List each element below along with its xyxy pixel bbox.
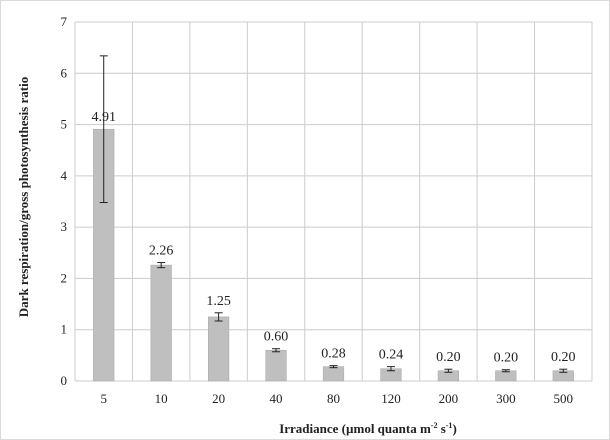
y-tick-label: 1 (61, 322, 68, 337)
x-tick-labels: 5 10 20 40 80 120 200 300 500 (100, 391, 573, 406)
x-axis-title: Irradiance (µmol quanta m-2 s-1) (279, 421, 457, 436)
y-tick-label: 6 (61, 65, 68, 80)
data-label: 2.26 (149, 244, 174, 259)
data-label: 0.28 (321, 347, 346, 362)
y-tick-label: 4 (61, 168, 68, 183)
data-label: 0.60 (264, 330, 289, 345)
bar (150, 264, 172, 382)
x-tick-label: 300 (496, 391, 516, 406)
bars (93, 128, 574, 382)
error-bars (99, 55, 568, 373)
data-label: 0.20 (551, 350, 576, 365)
bar (265, 349, 287, 382)
y-tick-label: 5 (61, 117, 68, 132)
data-label: 4.91 (91, 110, 116, 125)
x-tick-label: 10 (155, 391, 168, 406)
bar (208, 316, 230, 382)
x-tick-label: 120 (381, 391, 401, 406)
y-tick-labels: 0 1 2 3 4 5 6 7 (61, 14, 68, 388)
data-label: 0.20 (436, 350, 461, 365)
x-tick-label: 200 (439, 391, 459, 406)
y-tick-label: 0 (61, 373, 68, 388)
y-axis-title: Dark respiration/gross photosynthesis ra… (16, 77, 31, 317)
bar (322, 366, 345, 382)
data-label: 1.25 (206, 294, 231, 309)
x-tick-label: 40 (270, 391, 283, 406)
y-tick-label: 2 (61, 270, 68, 285)
x-tick-label: 80 (327, 391, 340, 406)
x-tick-label: 500 (554, 391, 574, 406)
y-tick-label: 7 (61, 14, 68, 29)
x-tick-label: 5 (100, 391, 107, 406)
data-label: 0.20 (494, 351, 519, 366)
data-label: 0.24 (379, 348, 404, 363)
x-tick-label: 20 (212, 391, 225, 406)
y-tick-label: 3 (61, 219, 68, 234)
bar (495, 370, 517, 382)
data-labels: 4.91 2.26 1.25 0.60 0.28 0.24 0.20 0.20 0.20 (91, 110, 575, 366)
